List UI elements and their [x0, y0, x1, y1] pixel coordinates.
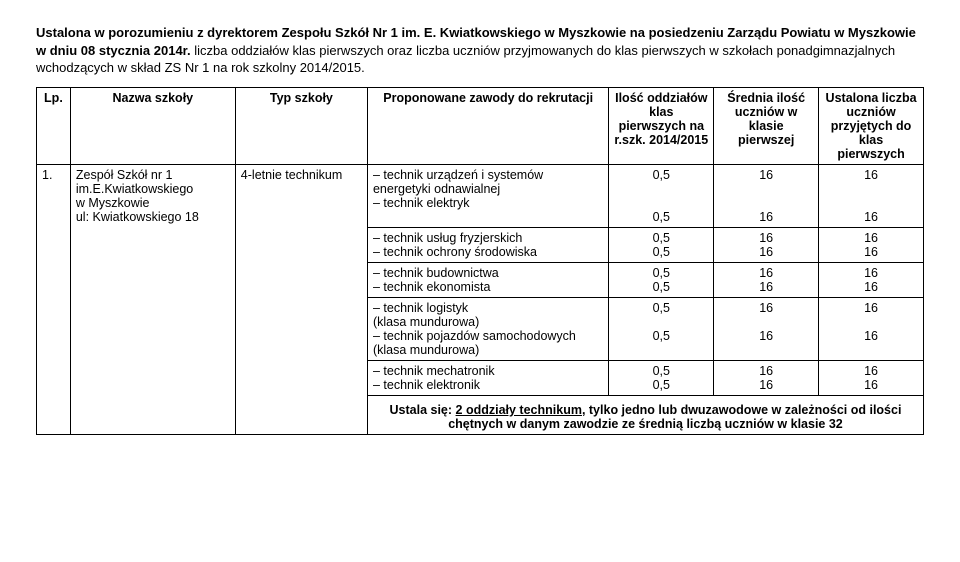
acc-r4-2: 16 — [824, 329, 918, 343]
cell-units-1: 0,5 0,5 — [609, 164, 714, 227]
prof-r5-1: technik mechatronik — [373, 364, 603, 378]
footer-note-cell: Ustala się: 2 oddziały technikum, tylko … — [367, 395, 923, 434]
th-lp: Lp. — [37, 87, 71, 164]
cell-units-3: 0,5 0,5 — [609, 262, 714, 297]
cell-lp-empty5 — [37, 360, 71, 395]
prof-r3-1: technik budownictwa — [373, 266, 603, 280]
cell-lp-empty3 — [37, 262, 71, 297]
avg-r4-1: 16 — [719, 301, 813, 315]
units-r3-1: 0,5 — [614, 266, 708, 280]
cell-type-empty4 — [235, 297, 367, 360]
cell-type-foot — [235, 395, 367, 434]
cell-units-5: 0,5 0,5 — [609, 360, 714, 395]
cell-professions-3: technik budownictwa technik ekonomista — [367, 262, 608, 297]
acc-r5-2: 16 — [824, 378, 918, 392]
main-table: Lp. Nazwa szkoły Typ szkoły Proponowane … — [36, 87, 924, 435]
acc-r4-1: 16 — [824, 301, 918, 315]
cell-type-empty5 — [235, 360, 367, 395]
th-professions: Proponowane zawody do rekrutacji — [367, 87, 608, 164]
cell-acc-4: 16 16 — [819, 297, 924, 360]
avg-r4-2: 16 — [719, 329, 813, 343]
cell-professions-2: technik usług fryzjerskich technik ochro… — [367, 227, 608, 262]
cell-name-foot — [70, 395, 235, 434]
cell-type-empty3 — [235, 262, 367, 297]
cell-name-empty5 — [70, 360, 235, 395]
cell-type-empty2 — [235, 227, 367, 262]
units-r1-2: 0,5 — [614, 210, 708, 224]
cell-lp-empty2 — [37, 227, 71, 262]
footer-underlined: 2 oddziały technikum — [456, 403, 582, 417]
acc-r5-1: 16 — [824, 364, 918, 378]
cell-avg-2: 16 16 — [714, 227, 819, 262]
acc-r3-2: 16 — [824, 280, 918, 294]
th-school-name: Nazwa szkoły — [70, 87, 235, 164]
prof-r5-2: technik elektronik — [373, 378, 603, 392]
avg-r3-1: 16 — [719, 266, 813, 280]
prof-r4-1-text: technik logistyk — [383, 301, 468, 315]
avg-r2-2: 16 — [719, 245, 813, 259]
units-r4-1: 0,5 — [614, 301, 708, 315]
th-units: Ilość oddziałów klas pierwszych na r.szk… — [609, 87, 714, 164]
prof-r3-2: technik ekonomista — [373, 280, 603, 294]
prof-r4-1: technik logistyk(klasa mundurowa) — [373, 301, 603, 329]
acc-r3-1: 16 — [824, 266, 918, 280]
avg-r1-2: 16 — [719, 210, 813, 224]
cell-professions-1: technik urządzeń i systemów energetyki o… — [367, 164, 608, 227]
cell-school-type: 4-letnie technikum — [235, 164, 367, 227]
cell-lp-foot — [37, 395, 71, 434]
acc-r2-1: 16 — [824, 231, 918, 245]
th-school-type: Typ szkoły — [235, 87, 367, 164]
cell-avg-4: 16 16 — [714, 297, 819, 360]
prof-r1-2: technik elektryk — [373, 196, 603, 210]
cell-units-2: 0,5 0,5 — [609, 227, 714, 262]
cell-professions-4: technik logistyk(klasa mundurowa) techni… — [367, 297, 608, 360]
cell-avg-3: 16 16 — [714, 262, 819, 297]
cell-acc-3: 16 16 — [819, 262, 924, 297]
units-r2-1: 0,5 — [614, 231, 708, 245]
cell-avg-1: 16 16 — [714, 164, 819, 227]
school-line1: Zespół Szkół nr 1 — [76, 168, 173, 182]
cell-lp: 1. — [37, 164, 71, 227]
units-r2-2: 0,5 — [614, 245, 708, 259]
cell-name-empty2 — [70, 227, 235, 262]
cell-acc-2: 16 16 — [819, 227, 924, 262]
footer-prefix: Ustala się: — [390, 403, 456, 417]
prof-r4-1-sub: (klasa mundurowa) — [373, 315, 479, 329]
units-r4-2: 0,5 — [614, 329, 708, 343]
units-r5-2: 0,5 — [614, 378, 708, 392]
document-header: Ustalona w porozumieniu z dyrektorem Zes… — [36, 24, 924, 77]
avg-r1-1: 16 — [719, 168, 813, 182]
cell-professions-5: technik mechatronik technik elektronik — [367, 360, 608, 395]
avg-r5-2: 16 — [719, 378, 813, 392]
prof-r4-2-text: technik pojazdów samochodowych — [383, 329, 575, 343]
school-line4: ul: Kwiatkowskiego 18 — [76, 210, 199, 224]
school-line2: im.E.Kwiatkowskiego — [76, 182, 193, 196]
cell-units-4: 0,5 0,5 — [609, 297, 714, 360]
avg-r2-1: 16 — [719, 231, 813, 245]
prof-r4-2: technik pojazdów samochodowych(klasa mun… — [373, 329, 603, 357]
avg-r5-1: 16 — [719, 364, 813, 378]
cell-acc-1: 16 16 — [819, 164, 924, 227]
units-r3-2: 0,5 — [614, 280, 708, 294]
units-r1-1: 0,5 — [614, 168, 708, 182]
cell-school-name: Zespół Szkół nr 1 im.E.Kwiatkowskiego w … — [70, 164, 235, 227]
prof-r1-1: technik urządzeń i systemów energetyki o… — [373, 168, 603, 196]
cell-lp-empty4 — [37, 297, 71, 360]
th-avg: Średnia ilość uczniów w klasie pierwszej — [714, 87, 819, 164]
cell-avg-5: 16 16 — [714, 360, 819, 395]
prof-r4-2-sub: (klasa mundurowa) — [373, 343, 479, 357]
units-r5-1: 0,5 — [614, 364, 708, 378]
acc-r1-2: 16 — [824, 210, 918, 224]
th-accepted: Ustalona liczba uczniów przyjętych do kl… — [819, 87, 924, 164]
prof-r2-1: technik usług fryzjerskich — [373, 231, 603, 245]
acc-r2-2: 16 — [824, 245, 918, 259]
acc-r1-1: 16 — [824, 168, 918, 182]
cell-acc-5: 16 16 — [819, 360, 924, 395]
avg-r3-2: 16 — [719, 280, 813, 294]
prof-r2-2: technik ochrony środowiska — [373, 245, 603, 259]
cell-name-empty4 — [70, 297, 235, 360]
school-line3: w Myszkowie — [76, 196, 150, 210]
cell-name-empty3 — [70, 262, 235, 297]
